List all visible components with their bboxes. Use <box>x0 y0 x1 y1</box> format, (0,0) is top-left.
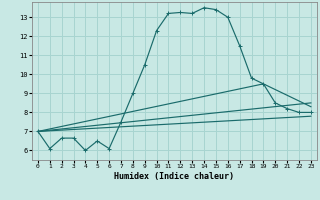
X-axis label: Humidex (Indice chaleur): Humidex (Indice chaleur) <box>115 172 234 181</box>
